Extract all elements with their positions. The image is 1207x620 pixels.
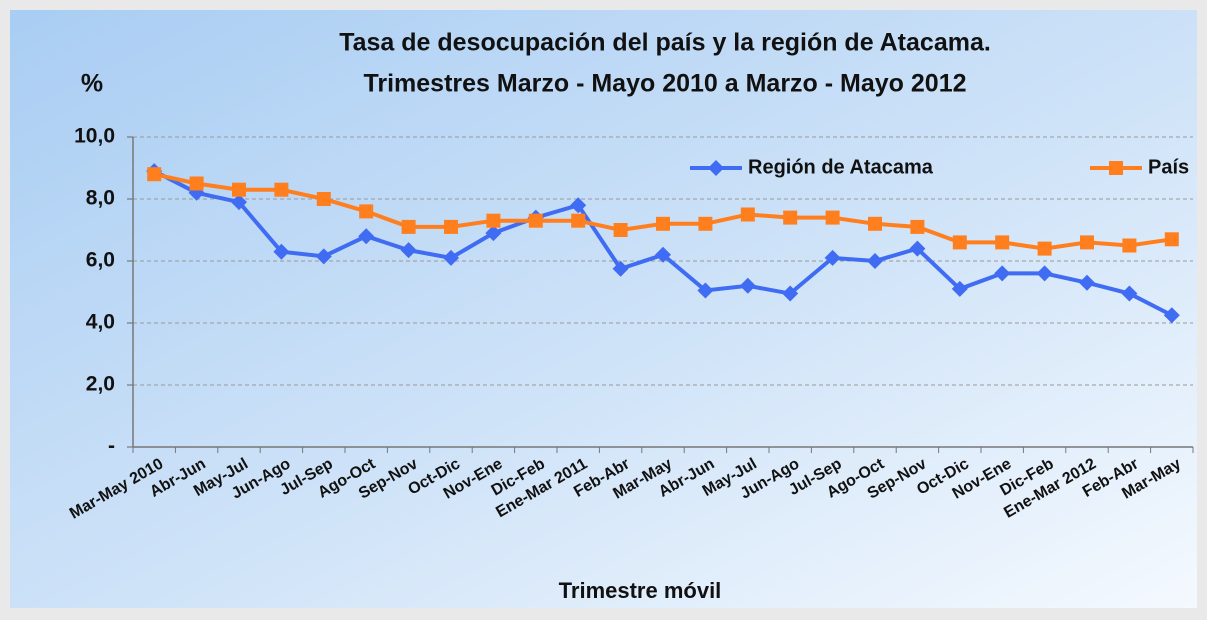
- data-point: [994, 265, 1011, 282]
- data-point: [273, 243, 290, 260]
- data-point: [1036, 265, 1053, 282]
- data-point: [612, 260, 629, 277]
- data-point: [951, 280, 968, 297]
- data-point: [316, 192, 331, 206]
- data-point: [1121, 285, 1138, 302]
- data-point: [1037, 241, 1052, 256]
- data-point: [315, 248, 332, 265]
- data-point: [1122, 238, 1137, 253]
- data-point: [231, 194, 247, 211]
- data-point: [274, 182, 289, 197]
- y-tick-label: 10,0: [74, 125, 115, 148]
- legend-marker: [708, 160, 724, 176]
- y-tick-label: 4,0: [86, 311, 115, 334]
- data-point: [910, 219, 925, 234]
- data-point: [825, 210, 840, 225]
- data-point: [401, 219, 416, 234]
- data-point: [698, 216, 713, 231]
- data-point: [824, 249, 841, 266]
- data-point: [189, 176, 204, 191]
- y-axis-label: %: [81, 70, 103, 98]
- chart-subtitle: Trimestres Marzo - Mayo 2010 a Marzo - M…: [363, 70, 966, 98]
- chart-title: Tasa de desocupación del país y la regió…: [339, 29, 991, 57]
- y-tick-label: 6,0: [86, 249, 115, 272]
- chart-panel: [10, 10, 1197, 608]
- legend-marker: [1109, 161, 1123, 175]
- data-point: [697, 282, 714, 299]
- data-point: [1164, 232, 1179, 247]
- data-point: [571, 213, 586, 228]
- data-point: [528, 213, 543, 228]
- data-point: [232, 182, 246, 197]
- data-point: [613, 223, 628, 237]
- data-point: [739, 277, 756, 294]
- data-point: [867, 253, 883, 269]
- data-point: [359, 204, 374, 219]
- data-point: [1163, 307, 1180, 324]
- data-point: [485, 225, 502, 242]
- data-point: [995, 235, 1010, 250]
- data-point: [782, 285, 799, 302]
- data-point: [952, 235, 967, 250]
- y-tick-label: 2,0: [86, 373, 115, 396]
- x-axis-label: Trimestre móvil: [559, 578, 722, 603]
- data-point: [656, 216, 670, 231]
- data-point: [358, 228, 375, 245]
- data-point: [400, 242, 417, 259]
- data-point: [444, 219, 458, 234]
- y-tick-label: 8,0: [86, 187, 115, 210]
- legend-label: Región de Atacama: [748, 156, 934, 178]
- legend-label: País: [1148, 156, 1189, 178]
- y-tick-label: -: [108, 435, 115, 458]
- data-point: [655, 246, 671, 263]
- data-point: [1080, 235, 1094, 250]
- data-point: [783, 210, 798, 225]
- data-point: [868, 216, 882, 231]
- data-point: [147, 167, 162, 182]
- data-point: [909, 240, 926, 257]
- data-point: [740, 207, 755, 222]
- data-point: [1079, 274, 1095, 291]
- data-point: [443, 249, 459, 266]
- data-point: [486, 213, 501, 228]
- data-point: [570, 197, 587, 214]
